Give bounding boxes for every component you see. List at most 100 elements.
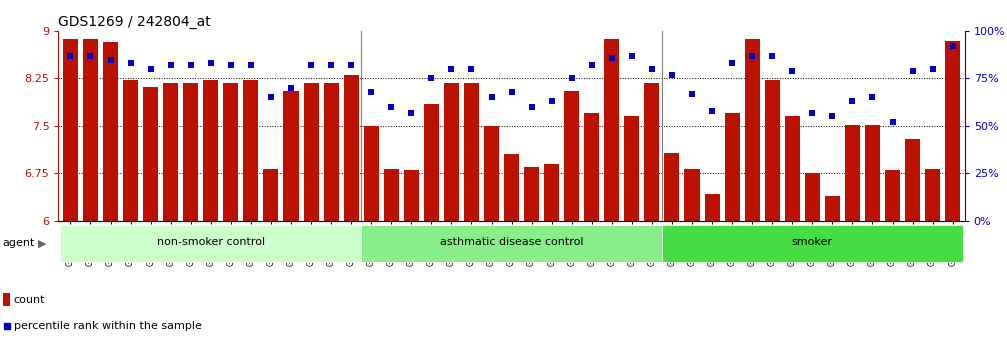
Point bbox=[483, 95, 499, 100]
Point bbox=[623, 53, 639, 58]
Bar bbox=[544, 164, 559, 221]
Bar bbox=[404, 170, 419, 221]
Bar bbox=[662, 225, 963, 262]
Bar bbox=[744, 39, 759, 221]
Text: non-smoker control: non-smoker control bbox=[157, 237, 265, 247]
Point bbox=[103, 57, 119, 62]
Bar bbox=[725, 113, 739, 221]
Point bbox=[364, 89, 380, 95]
Bar bbox=[444, 83, 459, 221]
Point bbox=[684, 91, 700, 97]
Point bbox=[704, 108, 720, 114]
Point bbox=[584, 62, 600, 68]
Point bbox=[263, 95, 279, 100]
Bar bbox=[845, 125, 860, 221]
Point bbox=[724, 61, 740, 66]
Point bbox=[62, 53, 79, 58]
Bar bbox=[865, 125, 880, 221]
Point bbox=[564, 76, 580, 81]
Bar bbox=[825, 196, 840, 221]
Point bbox=[664, 72, 680, 78]
Point bbox=[123, 61, 139, 66]
Bar bbox=[424, 104, 439, 221]
Bar bbox=[604, 39, 619, 221]
Point bbox=[884, 119, 900, 125]
Bar bbox=[705, 194, 720, 221]
Point bbox=[423, 76, 439, 81]
Bar bbox=[484, 126, 499, 221]
Bar bbox=[925, 169, 941, 221]
Text: smoker: smoker bbox=[792, 237, 833, 247]
Bar bbox=[323, 83, 338, 221]
Point bbox=[283, 85, 299, 91]
Point bbox=[784, 68, 801, 74]
Bar bbox=[343, 75, 358, 221]
Bar bbox=[143, 87, 158, 221]
Bar bbox=[665, 153, 680, 221]
Point bbox=[256, 142, 272, 147]
Point bbox=[303, 62, 319, 68]
Point bbox=[924, 66, 941, 72]
Bar bbox=[905, 139, 920, 221]
Bar bbox=[183, 83, 198, 221]
Point bbox=[443, 66, 459, 72]
Point bbox=[323, 62, 339, 68]
Text: asthmatic disease control: asthmatic disease control bbox=[440, 237, 583, 247]
Bar bbox=[364, 126, 379, 221]
Text: count: count bbox=[14, 295, 45, 305]
Text: agent: agent bbox=[2, 238, 34, 248]
Bar bbox=[784, 117, 800, 221]
Point bbox=[544, 99, 560, 104]
Point bbox=[463, 66, 479, 72]
Bar bbox=[362, 225, 662, 262]
Point bbox=[223, 62, 239, 68]
Bar bbox=[303, 83, 318, 221]
Bar bbox=[885, 170, 900, 221]
Bar bbox=[805, 173, 820, 221]
Bar bbox=[524, 167, 539, 221]
Bar bbox=[203, 80, 219, 221]
Point bbox=[83, 53, 99, 58]
Bar bbox=[505, 155, 519, 221]
Point bbox=[604, 55, 620, 60]
Point bbox=[764, 53, 780, 58]
Bar bbox=[163, 83, 178, 221]
Bar bbox=[384, 169, 399, 221]
Point bbox=[182, 62, 198, 68]
Bar bbox=[62, 39, 78, 221]
Point bbox=[504, 89, 520, 95]
Point bbox=[844, 99, 860, 104]
Bar bbox=[60, 225, 362, 262]
Point bbox=[825, 114, 841, 119]
Text: ▶: ▶ bbox=[38, 238, 46, 248]
Point bbox=[143, 66, 159, 72]
Text: percentile rank within the sample: percentile rank within the sample bbox=[14, 322, 201, 331]
Bar bbox=[644, 83, 660, 221]
Point bbox=[343, 62, 359, 68]
Bar bbox=[284, 91, 298, 221]
Point bbox=[945, 43, 961, 49]
Bar bbox=[244, 80, 259, 221]
Point bbox=[163, 62, 179, 68]
Point bbox=[384, 104, 400, 110]
Bar bbox=[264, 169, 279, 221]
Point bbox=[805, 110, 821, 115]
Point bbox=[524, 104, 540, 110]
Bar bbox=[224, 83, 239, 221]
Point bbox=[403, 110, 419, 115]
Bar bbox=[946, 41, 961, 221]
Bar bbox=[103, 42, 118, 221]
Bar bbox=[83, 39, 98, 221]
Point bbox=[744, 53, 760, 58]
Point bbox=[202, 61, 219, 66]
Bar bbox=[123, 80, 138, 221]
Bar bbox=[685, 169, 700, 221]
Point bbox=[643, 66, 660, 72]
Point bbox=[243, 62, 259, 68]
Bar bbox=[3, 293, 10, 306]
Bar bbox=[564, 91, 579, 221]
Bar bbox=[464, 83, 479, 221]
Bar bbox=[624, 117, 639, 221]
Bar bbox=[584, 113, 599, 221]
Text: GDS1269 / 242804_at: GDS1269 / 242804_at bbox=[58, 14, 211, 29]
